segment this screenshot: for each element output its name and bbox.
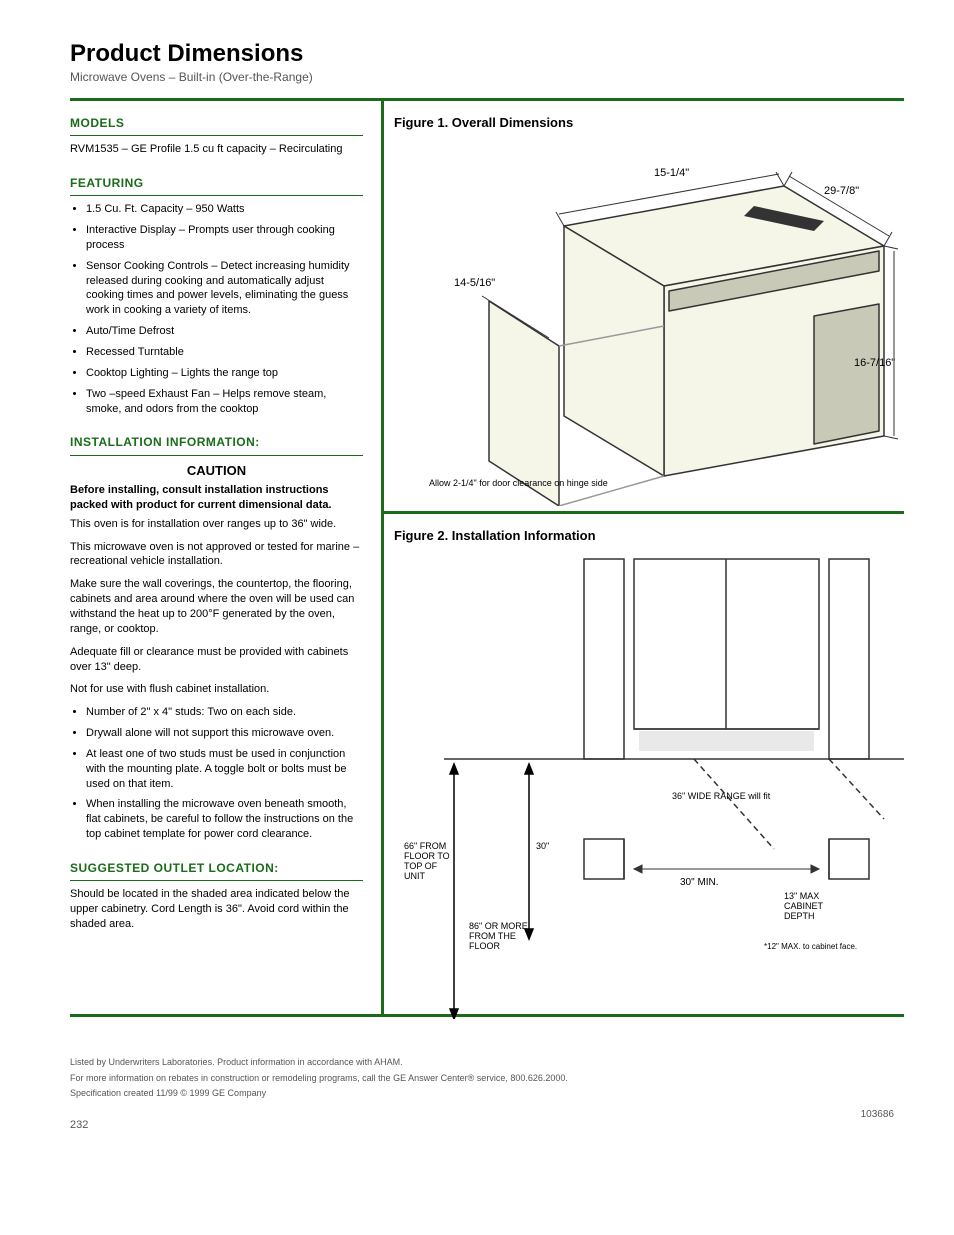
caution-sub: Before installing, consult installation … (70, 483, 363, 513)
dim-note-depth: *12" MAX. to cabinet face. (764, 942, 857, 951)
dim-doordepth: 14-5/16" (454, 277, 495, 289)
feature-item: 1.5 Cu. Ft. Capacity – 950 Watts (86, 202, 363, 217)
footer: Listed by Underwriters Laboratories. Pro… (70, 1057, 904, 1132)
feature-item: Recessed Turntable (86, 345, 363, 360)
two-column-layout: MODELS RVM1535 – GE Profile 1.5 cu ft ca… (70, 101, 904, 1017)
page-title: Product Dimensions (70, 40, 904, 68)
caution-item: Number of 2" x 4" studs: Two on each sid… (86, 705, 363, 720)
outlet-body: Should be located in the shaded area ind… (70, 887, 363, 932)
install-heading: INSTALLATION INFORMATION: (70, 430, 363, 455)
wide-range: 36" WIDE RANGE will fit (672, 791, 771, 801)
features-heading: FEATURING (70, 171, 363, 196)
figure1-panel: Figure 1. Overall Dimensions (384, 101, 904, 514)
caution-p: Make sure the wall coverings, the counte… (70, 577, 363, 636)
models-text: RVM1535 – GE Profile 1.5 cu ft capacity … (70, 142, 363, 157)
caution-title: CAUTION (70, 462, 363, 480)
caution-item: Drywall alone will not support this micr… (86, 726, 363, 741)
dim-66: 66" FROM FLOOR TO TOP OF UNIT (404, 841, 452, 881)
figure2-svg: 30" MIN. 13" MAX CABINET DEPTH *12" MAX.… (384, 549, 904, 1019)
dim-cabwidth: 30" MIN. (680, 877, 719, 888)
outlet-text: Should be located in the shaded area ind… (70, 887, 363, 932)
dim-depth: 15-1/4" (654, 167, 689, 179)
caution-item: At least one of two studs must be used i… (86, 747, 363, 792)
dim-cabdepth: 13" MAX CABINET DEPTH (784, 891, 825, 921)
feature-item: Cooktop Lighting – Lights the range top (86, 366, 363, 381)
feature-item: Sensor Cooking Controls – Detect increas… (86, 259, 363, 318)
footer-line: For more information on rebates in const… (70, 1073, 894, 1085)
figure2-panel: Figure 2. Installation Information (384, 514, 904, 1014)
footer-line: Specification created 11/99 © 1999 GE Co… (70, 1088, 894, 1100)
caution-p: Adequate fill or clearance must be provi… (70, 645, 363, 675)
features-body: 1.5 Cu. Ft. Capacity – 950 Watts Interac… (70, 202, 363, 416)
page-number: 232 (70, 1118, 88, 1132)
caution-p: This oven is for installation over range… (70, 517, 363, 532)
dim-width: 29-7/8" (824, 185, 859, 197)
figure2-title: Figure 2. Installation Information (394, 528, 904, 543)
dim-30: 30" (536, 841, 549, 851)
models-body: RVM1535 – GE Profile 1.5 cu ft capacity … (70, 142, 363, 157)
feature-item: Two –speed Exhaust Fan – Helps remove st… (86, 387, 363, 417)
caution-p: Not for use with flush cabinet installat… (70, 682, 363, 697)
figure1-svg: 15-1/4" 29-7/8" 16-7/16" 14-5/16" Allow … (384, 136, 904, 506)
door-note: Allow 2-1/4" for door clearance on hinge… (429, 478, 608, 488)
footer-code: 103686 (861, 1108, 894, 1132)
left-column: MODELS RVM1535 – GE Profile 1.5 cu ft ca… (70, 101, 384, 1014)
right-column: Figure 1. Overall Dimensions (384, 101, 904, 1014)
install-body: CAUTION Before installing, consult insta… (70, 462, 363, 842)
dim-height: 16-7/16" (854, 357, 895, 369)
dim-86: 86" OR MORE FROM THE FLOOR (469, 921, 530, 951)
feature-item: Interactive Display – Prompts user throu… (86, 223, 363, 253)
caution-list: Number of 2" x 4" studs: Two on each sid… (86, 705, 363, 842)
caution-item: When installing the microwave oven benea… (86, 797, 363, 842)
features-list: 1.5 Cu. Ft. Capacity – 950 Watts Interac… (86, 202, 363, 416)
page-subtitle: Microwave Ovens – Built-in (Over-the-Ran… (70, 70, 904, 84)
figure1-title: Figure 1. Overall Dimensions (394, 115, 904, 130)
feature-item: Auto/Time Defrost (86, 324, 363, 339)
models-heading: MODELS (70, 111, 363, 136)
outlet-heading: SUGGESTED OUTLET LOCATION: (70, 856, 363, 881)
caution-p: This microwave oven is not approved or t… (70, 540, 363, 570)
footer-line: Listed by Underwriters Laboratories. Pro… (70, 1057, 894, 1069)
